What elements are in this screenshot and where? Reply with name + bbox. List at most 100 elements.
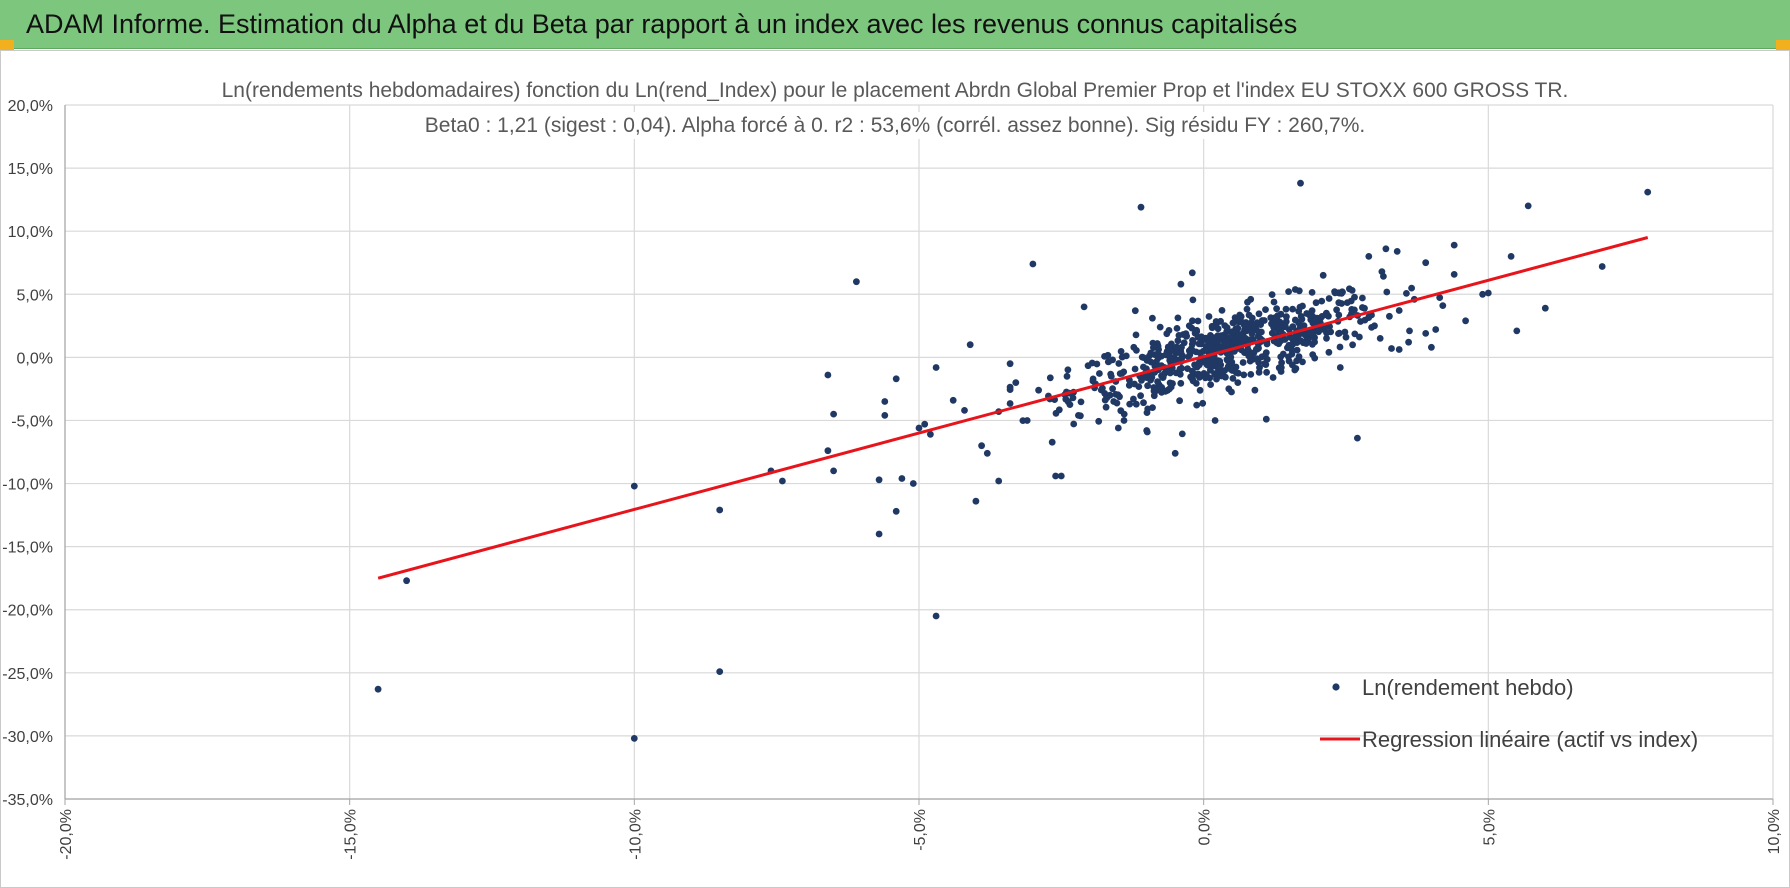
data-point bbox=[1318, 297, 1326, 305]
data-point bbox=[824, 447, 832, 455]
data-point bbox=[1262, 306, 1269, 313]
x-tick-label: -5,0% bbox=[912, 809, 929, 851]
data-point bbox=[1296, 303, 1304, 311]
data-point bbox=[1064, 366, 1072, 374]
data-point bbox=[1069, 394, 1077, 402]
data-point bbox=[1113, 399, 1121, 407]
data-point bbox=[1143, 427, 1151, 434]
data-point bbox=[1138, 376, 1145, 384]
data-point bbox=[1212, 318, 1220, 325]
data-point bbox=[1144, 382, 1151, 390]
data-point bbox=[1247, 371, 1255, 378]
data-point bbox=[1277, 364, 1285, 371]
data-point bbox=[1234, 379, 1242, 386]
data-point bbox=[1277, 353, 1285, 361]
data-point bbox=[1178, 343, 1185, 351]
data-point bbox=[1102, 403, 1110, 411]
data-point bbox=[1143, 357, 1151, 364]
data-point bbox=[1070, 420, 1078, 428]
data-point bbox=[1115, 360, 1123, 367]
data-point bbox=[1307, 330, 1315, 337]
grid-layer bbox=[64, 104, 1774, 800]
data-point bbox=[1150, 387, 1158, 394]
data-point bbox=[966, 341, 974, 349]
corner-mark-top-left bbox=[0, 40, 14, 50]
data-point bbox=[1189, 338, 1197, 346]
data-point bbox=[1354, 434, 1361, 442]
data-point bbox=[1422, 330, 1430, 337]
data-point bbox=[1338, 290, 1345, 297]
data-point bbox=[830, 410, 837, 418]
data-point bbox=[892, 375, 900, 383]
data-point bbox=[881, 398, 889, 405]
data-point bbox=[1289, 305, 1296, 313]
data-point bbox=[1308, 289, 1316, 296]
data-point bbox=[1269, 318, 1277, 326]
data-point bbox=[1080, 303, 1088, 311]
data-point bbox=[1255, 328, 1263, 336]
data-point bbox=[1117, 348, 1125, 355]
data-point bbox=[1063, 372, 1071, 380]
data-point bbox=[1132, 400, 1140, 408]
data-point bbox=[1541, 304, 1549, 312]
data-point bbox=[403, 577, 410, 585]
data-point bbox=[1239, 359, 1247, 366]
data-point bbox=[1291, 366, 1299, 374]
data-point bbox=[1147, 349, 1155, 357]
data-point bbox=[1195, 340, 1203, 348]
data-point bbox=[1143, 409, 1151, 416]
x-tick-label: -15,0% bbox=[343, 809, 360, 860]
title-background bbox=[418, 112, 1372, 139]
data-point bbox=[1120, 417, 1128, 424]
data-point bbox=[1120, 410, 1128, 418]
data-point bbox=[1101, 353, 1108, 360]
data-point bbox=[630, 735, 638, 742]
data-point bbox=[1255, 310, 1263, 318]
data-point bbox=[1163, 330, 1171, 338]
data-points bbox=[374, 179, 1652, 742]
data-point bbox=[1263, 356, 1271, 363]
data-point bbox=[1348, 306, 1356, 313]
y-tick-label: 20,0% bbox=[8, 98, 53, 115]
data-point bbox=[1186, 351, 1194, 359]
data-point bbox=[1221, 322, 1229, 329]
data-point bbox=[1166, 369, 1174, 377]
data-point bbox=[1166, 349, 1173, 357]
data-point bbox=[1403, 290, 1410, 297]
data-point bbox=[1342, 333, 1350, 341]
data-point bbox=[1062, 395, 1070, 403]
data-point bbox=[1644, 188, 1652, 196]
data-point bbox=[1006, 386, 1014, 393]
data-point bbox=[1214, 325, 1222, 333]
data-point bbox=[1154, 342, 1162, 350]
data-point bbox=[1247, 319, 1255, 327]
data-point bbox=[1120, 368, 1128, 376]
data-point bbox=[1228, 388, 1235, 396]
data-point bbox=[1177, 379, 1185, 387]
data-point bbox=[1177, 348, 1185, 356]
data-point bbox=[1524, 202, 1532, 210]
data-point bbox=[1382, 245, 1390, 253]
data-point bbox=[630, 482, 638, 490]
data-point bbox=[1371, 322, 1378, 330]
data-point bbox=[1302, 340, 1310, 347]
data-point bbox=[1182, 332, 1190, 340]
data-point bbox=[875, 530, 883, 538]
data-point bbox=[1254, 345, 1261, 353]
data-point bbox=[1251, 386, 1259, 394]
data-point bbox=[1450, 271, 1458, 278]
data-point bbox=[1176, 365, 1184, 373]
data-point bbox=[961, 407, 968, 414]
data-point bbox=[1029, 260, 1037, 268]
data-point bbox=[1112, 391, 1120, 398]
data-point bbox=[1383, 288, 1391, 296]
data-point bbox=[1096, 370, 1103, 377]
data-point bbox=[1335, 311, 1343, 319]
data-point bbox=[1245, 311, 1253, 319]
regression-line bbox=[377, 236, 1649, 580]
data-point bbox=[1406, 327, 1413, 335]
data-point bbox=[927, 430, 934, 438]
data-point bbox=[1323, 334, 1330, 342]
data-point bbox=[932, 364, 940, 371]
data-point bbox=[1333, 306, 1340, 314]
